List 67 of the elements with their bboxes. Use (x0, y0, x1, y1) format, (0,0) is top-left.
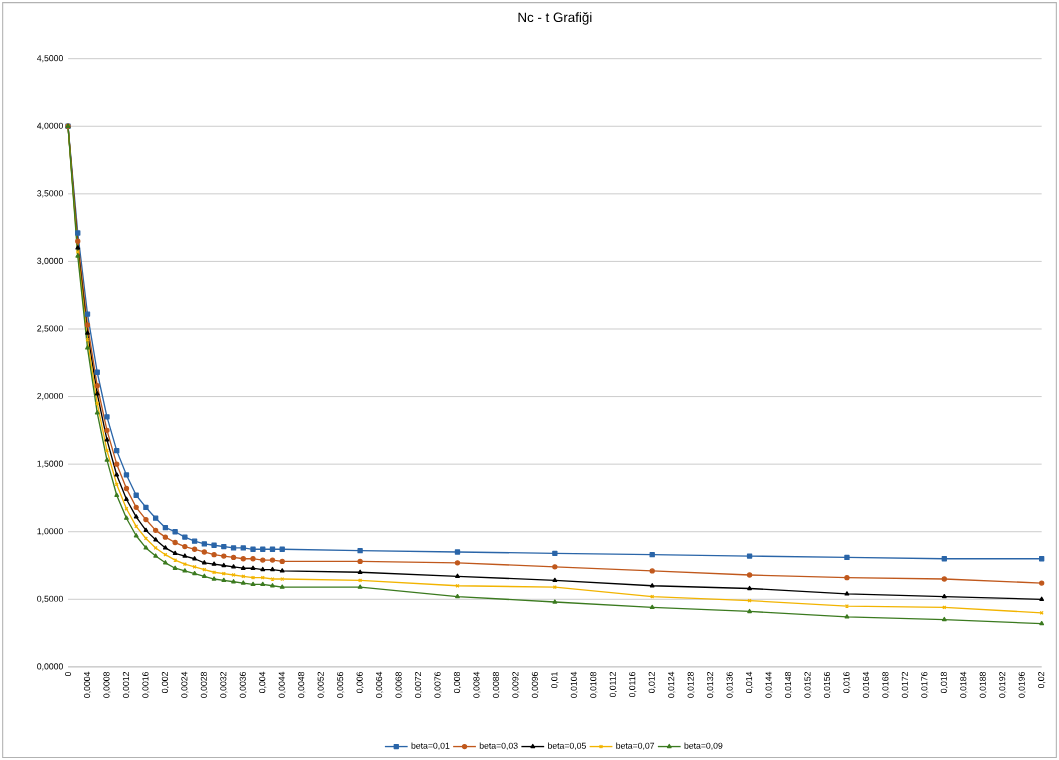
y-tick-label: 3,5000 (37, 190, 63, 198)
x-tick-label: 0,0148 (784, 671, 793, 698)
x-tick-label: 0,0196 (1018, 671, 1026, 698)
x-tick-label: 0,0064 (376, 671, 384, 698)
x-tick-label: 0,0044 (278, 671, 286, 698)
x-tick-label: 0 (64, 671, 72, 676)
chart-title: Nc - t Grafiği (518, 11, 592, 25)
y-tick-label: 4,5000 (37, 55, 63, 63)
y-tick-label: 0,5000 (37, 595, 63, 603)
x-tick-label: 0,008 (453, 671, 462, 693)
x-tick-label: 0,004 (259, 671, 267, 693)
x-tick-label: 0,0028 (200, 671, 208, 698)
x-tick-label: 0,0136 (726, 671, 734, 698)
y-tick-label: 3,0000 (37, 257, 63, 265)
x-tick-label: 0,006 (356, 671, 364, 693)
legend-label: beta=0,09 (684, 742, 723, 750)
x-tick-label: 0,0156 (823, 671, 832, 698)
x-tick-label: 0,0096 (531, 671, 539, 698)
x-tick-label: 0,0164 (862, 671, 870, 698)
y-tick-label: 1,0000 (37, 528, 63, 536)
x-tick-label: 0,0012 (122, 671, 131, 698)
x-tick-label: 0,0108 (590, 671, 598, 698)
x-tick-label: 0,0068 (395, 671, 403, 698)
x-tick-label: 0,0132 (707, 671, 715, 698)
y-tick-label: 4,0000 (37, 122, 63, 130)
x-tick-label: 0,002 (161, 671, 169, 693)
x-tick-label: 0,0112 (609, 671, 617, 698)
x-tick-label: 0,0088 (492, 671, 501, 698)
x-tick-label: 0,0144 (765, 671, 773, 698)
x-tick-label: 0,0016 (142, 671, 150, 698)
x-tick-label: 0,0184 (960, 671, 968, 698)
x-tick-label: 0,012 (648, 671, 656, 693)
x-tick-label: 0,0116 (629, 671, 637, 698)
x-tick-label: 0,0172 (901, 671, 909, 698)
x-tick-label: 0,0168 (882, 671, 890, 698)
legend-label: beta=0,01 (411, 742, 450, 750)
x-tick-label: 0,0008 (103, 671, 111, 698)
x-tick-label: 0,0124 (668, 671, 676, 698)
x-tick-label: 0,0084 (473, 671, 481, 698)
x-tick-label: 0,0056 (337, 671, 345, 698)
x-tick-label: 0,0036 (239, 671, 247, 698)
x-tick-label: 0,0024 (181, 671, 189, 698)
x-tick-label: 0,016 (843, 671, 851, 693)
x-tick-label: 0,0076 (434, 671, 442, 698)
x-tick-label: 0,018 (940, 671, 948, 693)
legend-label: beta=0,07 (616, 742, 655, 750)
legend-label: beta=0,05 (548, 742, 586, 750)
x-tick-label: 0,0192 (999, 671, 1007, 698)
y-tick-label: 0,0000 (37, 663, 63, 671)
x-tick-label: 0,014 (746, 671, 754, 693)
x-tick-label: 0,0104 (570, 671, 578, 698)
x-tick-label: 0,0128 (687, 671, 695, 698)
x-tick-label: 0,0176 (921, 671, 929, 698)
x-tick-label: 0,0092 (512, 671, 520, 698)
x-tick-label: 0,0052 (317, 671, 325, 698)
x-tick-label: 0,0048 (298, 671, 306, 698)
x-tick-label: 0,0152 (804, 671, 812, 698)
x-tick-label: 0,0188 (979, 671, 987, 698)
legend-label: beta=0,03 (479, 742, 518, 750)
y-tick-label: 1,5000 (37, 460, 63, 468)
x-tick-label: 0,01 (551, 671, 559, 689)
x-tick-label: 0,0032 (220, 671, 228, 698)
y-tick-label: 2,5000 (37, 325, 63, 333)
x-tick-label: 0,0004 (83, 671, 92, 698)
x-tick-label: 0,02 (1038, 671, 1046, 689)
x-tick-label: 0,0072 (414, 671, 423, 698)
y-tick-label: 2,0000 (37, 392, 63, 401)
